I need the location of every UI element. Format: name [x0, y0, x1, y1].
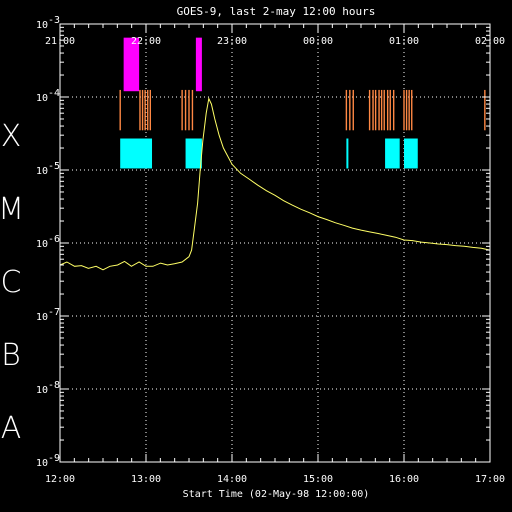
- class-label-a: A: [1, 411, 22, 446]
- class-label-x: X: [1, 119, 22, 154]
- class-label-m: M: [0, 192, 24, 227]
- y-tick-label-exponent: -6: [48, 234, 60, 245]
- event-bar-cyan: [404, 138, 418, 169]
- x-tick-label: 13:00: [131, 474, 161, 485]
- y-tick-label: 10: [36, 20, 48, 31]
- axis-labels-layer: 12:00 13:00 14:00 15:00 16:00 17:00 21:00 22:00…: [0, 15, 505, 485]
- y-tick-label-exponent: -3: [48, 15, 60, 26]
- series-line-0: [59, 96, 491, 271]
- y-tick-label-exponent: -8: [48, 380, 60, 391]
- axes-frame-layer: [59, 23, 491, 463]
- event-bar-cyan: [120, 138, 153, 169]
- y-tick-label-exponent: -7: [48, 307, 60, 318]
- y-tick-label: 10: [36, 93, 48, 104]
- event-bar-cyan: [185, 138, 202, 169]
- class-label-b: B: [1, 338, 21, 373]
- x-tick-label: 16:00: [389, 474, 419, 485]
- x-tick-label: 12:00: [45, 474, 75, 485]
- y-tick-label: 10: [36, 385, 48, 396]
- event-bar-cyan: [346, 138, 349, 169]
- y-tick-label: 10: [36, 312, 48, 323]
- class-label-c: C: [1, 265, 22, 300]
- x-tick-label: 14:00: [217, 474, 247, 485]
- y-tick-label-exponent: -4: [48, 88, 60, 99]
- y-tick-label: 10: [36, 166, 48, 177]
- event-bar-magenta: [195, 37, 202, 92]
- top-tick-label: 02:00: [475, 36, 505, 47]
- x-axis-label: Start Time (02-May-98 12:00:00): [183, 489, 370, 500]
- y-tick-label: 10: [36, 239, 48, 250]
- event-bar-magenta: [123, 37, 140, 92]
- event-markers-layer: [119, 37, 486, 169]
- top-tick-label: 21:00: [45, 36, 75, 47]
- top-tick-label: 00:00: [303, 36, 333, 47]
- top-tick-label: 22:00: [131, 36, 161, 47]
- top-tick-label: 01:00: [389, 36, 419, 47]
- series-layer: [59, 96, 491, 271]
- y-tick-label: 10: [36, 458, 48, 469]
- x-tick-label: 15:00: [303, 474, 333, 485]
- top-tick-label: 23:00: [217, 36, 247, 47]
- chart-title: GOES-9, last 2-may 12:00 hours: [177, 5, 376, 18]
- event-bar-cyan: [385, 138, 400, 169]
- y-tick-label-exponent: -5: [48, 161, 60, 172]
- x-tick-label: 17:00: [475, 474, 505, 485]
- y-tick-label-exponent: -9: [48, 453, 60, 464]
